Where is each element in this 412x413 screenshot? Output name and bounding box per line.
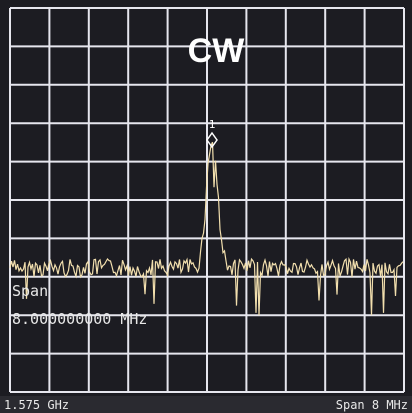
analyzer-screen: 1 CW Span 8.000000000 MHz 1.575 GHz Span…: [0, 0, 412, 413]
footer-center: 1.575 GHz: [4, 398, 69, 412]
title: CW: [188, 32, 246, 70]
footer-span: Span 8 MHz: [336, 398, 408, 412]
readout-value: 8.000000000 MHz: [12, 310, 147, 328]
marker-label: 1: [209, 118, 216, 131]
readout-label: Span: [12, 282, 48, 300]
